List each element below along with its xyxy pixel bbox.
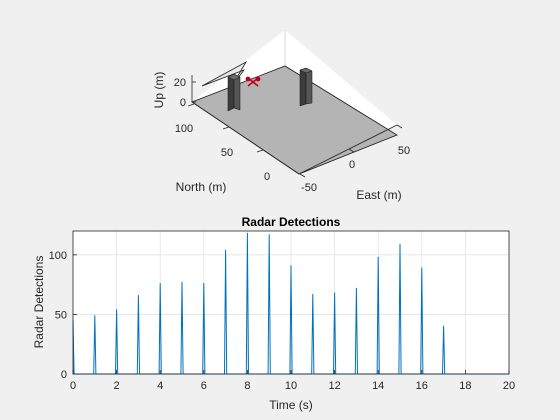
y-axis-label: Radar Detections [32, 256, 46, 349]
x-tick-label: 14 [372, 380, 384, 392]
y-axis-label: North (m) [176, 180, 227, 194]
y-axis-line [191, 101, 300, 175]
x-tick-label: 6 [201, 380, 207, 392]
z-tick-label: 20 [174, 77, 186, 89]
x-tick-label: 8 [244, 380, 250, 392]
x-tick-label: 12 [328, 380, 340, 392]
series-layer [72, 232, 509, 375]
x-tick-label: 20 [503, 380, 515, 392]
ticks: 0 2 4 6 8 10 12 14 16 18 20 0 50 100 [49, 250, 515, 392]
x-axis-label: Time (s) [269, 398, 313, 412]
x-tick-label: 10 [285, 380, 297, 392]
drone [245, 76, 261, 87]
building [299, 67, 313, 107]
x-tick-label: 2 [114, 380, 120, 392]
x-tick-label: 18 [459, 380, 471, 392]
x-tick-label: 4 [157, 380, 163, 392]
radar-detections-axes: 0 2 4 6 8 10 12 14 16 18 20 0 50 100 Radar Detections… [32, 215, 515, 412]
building [227, 73, 241, 112]
plot-title: Radar Detections [242, 215, 341, 229]
x-tick-label: -50 [301, 182, 317, 194]
y-tick-label: 100 [175, 123, 193, 135]
series-line [72, 232, 509, 375]
z-tick-label: 0 [180, 97, 186, 109]
x-tick-label: 0 [70, 380, 76, 392]
x-tick-label: 50 [398, 145, 410, 157]
scene-3d-axes: 0 20 Up (m) 0 50 100 North (m) -50 0 50 … [152, 30, 410, 202]
y-tick-label: 0 [264, 171, 270, 183]
x-axis-label: East (m) [356, 188, 401, 202]
y-tick-label: 100 [49, 250, 67, 262]
z-axis-label: Up (m) [152, 72, 166, 109]
y-tick-label: 50 [55, 309, 67, 321]
x-tick-label: 16 [416, 380, 428, 392]
x-axis-line [298, 124, 398, 175]
y-tick-label: 0 [61, 369, 67, 381]
y-tick-label: 50 [221, 147, 233, 159]
x-tick-label: 0 [349, 159, 355, 171]
